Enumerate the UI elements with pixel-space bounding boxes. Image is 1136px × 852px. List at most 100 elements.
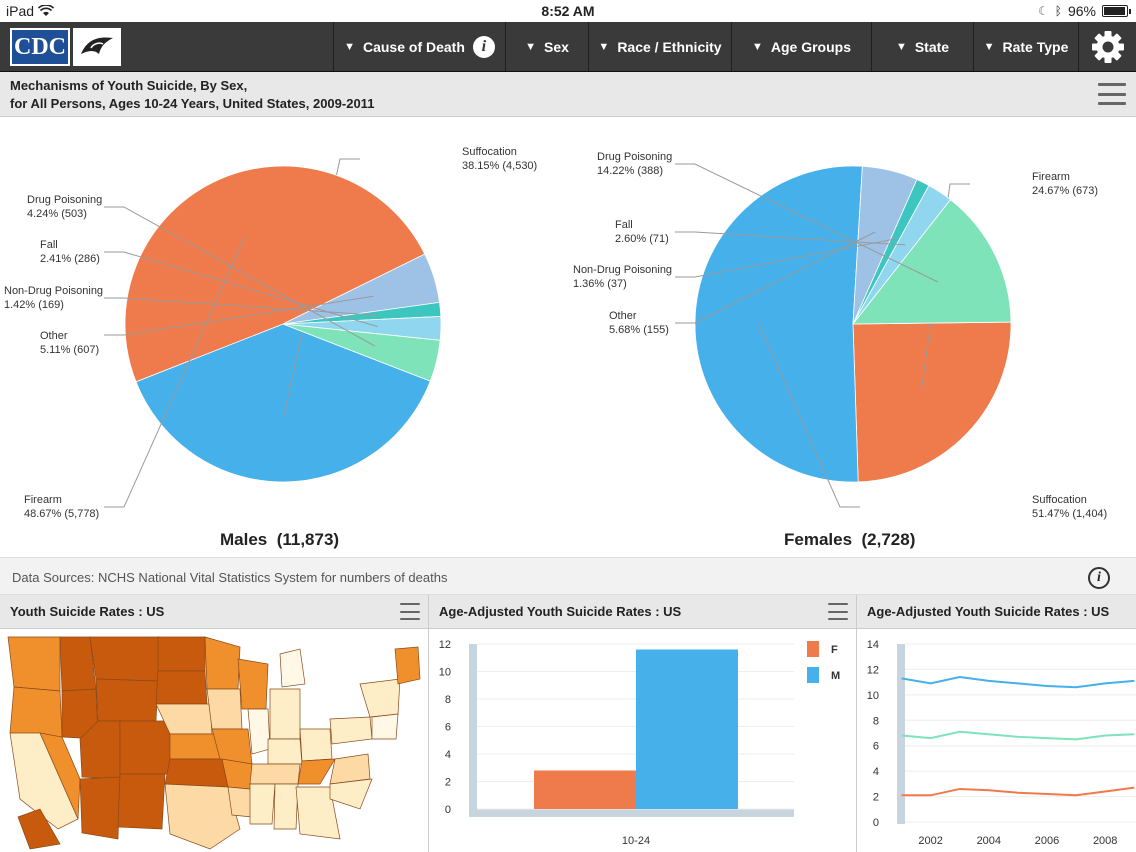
line-panel-title: Age-Adjusted Youth Suicide Rates : US xyxy=(867,604,1110,619)
nav-label: Age Groups xyxy=(770,38,851,55)
slice-label-name: Drug Poisoning xyxy=(27,194,102,206)
dropdown-triangle-icon: ▼ xyxy=(983,40,995,53)
x-tick-label: 2008 xyxy=(1093,835,1117,847)
dropdown-triangle-icon: ▼ xyxy=(525,40,536,53)
slice-label-value: 38.15% (4,530) xyxy=(462,160,537,172)
nav-cause-of-death[interactable]: ▼ Cause of Death i xyxy=(333,22,505,71)
slice-label-value: 51.47% (1,404) xyxy=(1032,508,1107,520)
nav-sex[interactable]: ▼ Sex xyxy=(505,22,588,71)
main-chart-subtitle: for All Persons, Ages 10-24 Years, Unite… xyxy=(10,96,375,111)
settings-button[interactable] xyxy=(1078,22,1136,71)
cdc-logo-text: CDC xyxy=(10,28,70,66)
leader-line xyxy=(104,237,246,508)
map-panel-menu-icon[interactable] xyxy=(400,603,420,620)
series-line xyxy=(901,786,1135,797)
y-tick-label: 6 xyxy=(445,722,451,734)
y-tick-label: 0 xyxy=(445,804,451,816)
slice-label-name: Suffocation xyxy=(1032,494,1087,506)
slice-label-name: Drug Poisoning xyxy=(597,151,672,163)
x-tick-label: 10-24 xyxy=(622,835,650,847)
slice-label-name: Firearm xyxy=(1032,171,1070,183)
pie-slice xyxy=(282,323,441,382)
leader-line xyxy=(675,231,906,246)
nav-label: Race / Ethnicity xyxy=(617,38,722,55)
pie-charts-area: Suffocation 38.15% (4,530) Firearm 48.67% (… xyxy=(0,117,1136,557)
males-pie-title: Males (11,873) xyxy=(220,530,340,549)
legend-label: M xyxy=(831,670,840,682)
dropdown-triangle-icon: ▼ xyxy=(598,40,610,53)
slice-label-name: Non-Drug Poisoning xyxy=(573,264,672,276)
bar-panel-title: Age-Adjusted Youth Suicide Rates : US xyxy=(439,604,682,619)
map-panel-title: Youth Suicide Rates : US xyxy=(10,604,165,619)
line-chart-panel: Age-Adjusted Youth Suicide Rates : US 0 2… xyxy=(857,595,1136,852)
y-tick-label: 14 xyxy=(867,639,879,651)
battery-percent: 96% xyxy=(1067,3,1096,19)
main-chart-header: Mechanisms of Youth Suicide, By Sex, for… xyxy=(0,72,1136,117)
moon-icon: ☾ xyxy=(1038,4,1049,18)
info-icon[interactable]: i xyxy=(1088,567,1110,589)
nav-label: Sex xyxy=(543,38,569,55)
pie-slice xyxy=(694,165,863,483)
y-tick-label: 4 xyxy=(873,766,879,778)
bar-chart-body: 0 2 4 6 8 10 12 F M 10-24 xyxy=(429,629,856,852)
pie-slice xyxy=(124,165,426,383)
cdc-logo[interactable]: CDC xyxy=(10,28,122,66)
slice-label-name: Other xyxy=(40,330,68,342)
line-chart-body: 0 2 4 6 8 10 12 14 2002 2004 2006 2008 xyxy=(857,629,1136,852)
slice-label-value: 5.11% (607) xyxy=(40,344,99,356)
slice-label-value: 1.36% (37) xyxy=(573,278,627,290)
nav-rate-type[interactable]: ▼ Rate Type xyxy=(973,22,1078,71)
x-tick-label: 2002 xyxy=(918,835,942,847)
hhs-eagle-icon xyxy=(73,28,121,66)
y-tick-label: 6 xyxy=(873,741,879,753)
ios-status-bar: iPad 8:52 AM ☾ ᛒ 96% xyxy=(0,0,1136,22)
map-body[interactable] xyxy=(0,629,428,852)
y-tick-label: 2 xyxy=(445,777,451,789)
leader-line xyxy=(104,206,376,347)
slice-label-name: Non-Drug Poisoning xyxy=(4,285,103,297)
bar-panel-menu-icon[interactable] xyxy=(828,603,848,620)
x-axis-strip xyxy=(477,809,794,817)
y-tick-label: 10 xyxy=(439,667,451,679)
info-icon[interactable]: i xyxy=(472,35,495,58)
y-axis-strip xyxy=(897,644,905,824)
slice-label-value: 1.42% (169) xyxy=(4,299,64,311)
pie-charts-svg: Suffocation 38.15% (4,530) Firearm 48.67% (… xyxy=(4,146,1107,520)
y-tick-label: 2 xyxy=(873,792,879,804)
x-tick-label: 2006 xyxy=(1035,835,1059,847)
leader-line xyxy=(757,322,860,508)
y-tick-label: 8 xyxy=(873,715,879,727)
slice-label-value: 4.24% (503) xyxy=(27,208,87,220)
map-panel: Youth Suicide Rates : US xyxy=(0,595,429,852)
dropdown-triangle-icon: ▼ xyxy=(344,40,355,53)
slice-label-name: Firearm xyxy=(24,494,62,506)
status-right: ☾ ᛒ 96% xyxy=(1038,3,1131,19)
y-axis-strip xyxy=(469,644,477,817)
slice-label-name: Fall xyxy=(615,219,633,231)
bar-panel-header: Age-Adjusted Youth Suicide Rates : US xyxy=(429,595,856,629)
slice-label-value: 48.67% (5,778) xyxy=(24,508,99,520)
nav-race-ethnicity[interactable]: ▼ Race / Ethnicity xyxy=(588,22,731,71)
data-sources-bar: Data Sources: NCHS National Vital Statis… xyxy=(0,557,1136,595)
us-choropleth-map[interactable] xyxy=(0,629,428,852)
status-left: iPad xyxy=(6,3,55,19)
battery-icon xyxy=(1102,5,1131,17)
nav-state[interactable]: ▼ State xyxy=(871,22,973,71)
leader-line xyxy=(675,231,876,324)
slice-label-name: Suffocation xyxy=(462,146,517,158)
nav-age-groups[interactable]: ▼ Age Groups xyxy=(731,22,871,71)
legend-swatch xyxy=(807,641,819,657)
main-chart-menu-icon[interactable] xyxy=(1098,83,1126,105)
bar-chart-panel: Age-Adjusted Youth Suicide Rates : US 0 2… xyxy=(429,595,857,852)
pie-slice xyxy=(852,321,1012,483)
dropdown-triangle-icon: ▼ xyxy=(895,40,907,53)
legend-label: F xyxy=(831,644,838,656)
slice-label-value: 2.41% (286) xyxy=(40,253,100,265)
map-panel-header: Youth Suicide Rates : US xyxy=(0,595,428,629)
y-tick-label: 12 xyxy=(867,664,879,676)
line-chart-svg: 0 2 4 6 8 10 12 14 2002 2004 2006 2008 xyxy=(867,639,1136,847)
bar xyxy=(534,770,636,809)
dropdown-triangle-icon: ▼ xyxy=(751,40,763,53)
slice-label-name: Other xyxy=(609,310,637,322)
slice-label-value: 24.67% (673) xyxy=(1032,185,1098,197)
